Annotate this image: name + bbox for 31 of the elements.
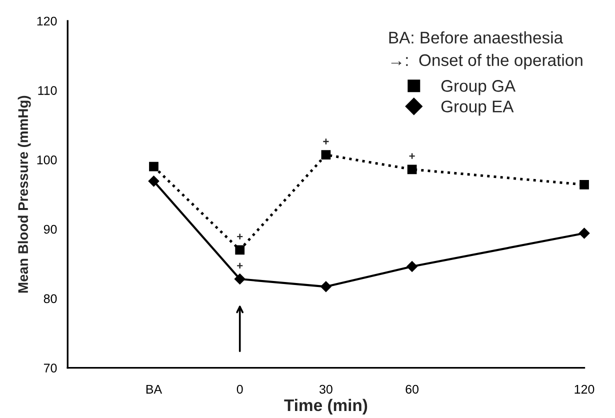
point (320, 281, 332, 292)
point (580, 180, 589, 190)
x-tick-label: 120 (574, 384, 594, 394)
x-axis-title: Time (min) (284, 398, 368, 414)
point (234, 274, 246, 284)
y-tick-label: 70 (44, 364, 57, 372)
point (148, 176, 160, 187)
y-tick-label: 120 (37, 16, 57, 26)
legend-label: Group GA (441, 80, 516, 96)
point (578, 228, 590, 239)
point (406, 261, 418, 272)
y-axis-title: Mean Blood Pressure (mmHg) (18, 96, 31, 293)
annotation: + (409, 153, 415, 159)
x-tick-label: 60 (406, 384, 419, 394)
annotation: + (237, 234, 243, 240)
y-tick-label: 90 (44, 224, 57, 234)
y-tick-label: 100 (37, 155, 57, 164)
point (407, 164, 417, 174)
annotation: BA: Before anaesthesia (389, 31, 564, 44)
legend-label: Group EA (441, 100, 514, 116)
point (149, 162, 158, 172)
point (321, 150, 331, 160)
x-tick-label: 30 (319, 384, 332, 394)
x-tick-label: BA (146, 384, 162, 394)
y-tick-label: 110 (38, 86, 57, 95)
y-tick-label: 80 (44, 294, 57, 304)
point (235, 245, 245, 255)
x-tick-label: 0 (236, 384, 243, 394)
annotation: →: Onset of the operation (391, 54, 582, 70)
annotation: + (237, 262, 243, 269)
annotation: + (323, 138, 329, 144)
